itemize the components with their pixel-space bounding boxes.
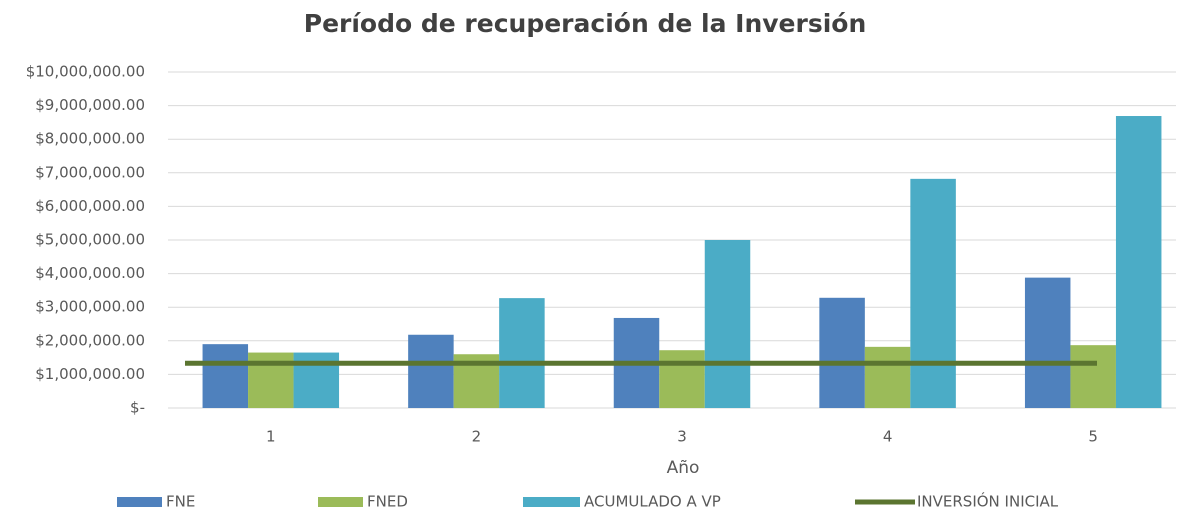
x-axis-title: Año bbox=[667, 458, 700, 478]
x-tick-label: 4 bbox=[883, 428, 893, 446]
y-tick-label: $9,000,000.00 bbox=[35, 96, 145, 114]
bar bbox=[1115, 116, 1162, 409]
x-tick-label: 5 bbox=[1088, 428, 1098, 446]
y-tick-label: $4,000,000.00 bbox=[35, 264, 145, 282]
bar bbox=[704, 240, 751, 408]
legend-label: FNED bbox=[367, 493, 408, 511]
y-tick-label: $10,000,000.00 bbox=[26, 63, 145, 81]
x-tick-label: 1 bbox=[266, 428, 276, 446]
y-tick-label: $6,000,000.00 bbox=[35, 197, 145, 215]
chart-title: Período de recuperación de la Inversión bbox=[304, 9, 867, 38]
y-tick-label: $- bbox=[130, 399, 145, 417]
x-tick-label: 2 bbox=[472, 428, 482, 446]
y-tick-label: $8,000,000.00 bbox=[35, 130, 145, 148]
legend-label: INVERSIÓN INICIAL bbox=[917, 492, 1059, 511]
bar bbox=[202, 344, 249, 408]
y-tick-label: $5,000,000.00 bbox=[35, 231, 145, 249]
bar bbox=[1024, 277, 1071, 408]
legend-swatch bbox=[523, 497, 580, 507]
legend-swatch bbox=[318, 497, 363, 507]
bar bbox=[864, 346, 911, 408]
y-tick-label: $2,000,000.00 bbox=[35, 331, 145, 349]
legend-label: FNE bbox=[166, 493, 195, 511]
bar bbox=[1070, 345, 1116, 408]
bar bbox=[408, 334, 454, 408]
bar bbox=[659, 350, 705, 408]
bar bbox=[910, 178, 956, 408]
legend-swatch bbox=[117, 497, 162, 507]
y-tick-label: $1,000,000.00 bbox=[35, 365, 145, 383]
y-tick-label: $7,000,000.00 bbox=[35, 163, 145, 181]
x-tick-label: 3 bbox=[677, 428, 687, 446]
y-tick-label: $3,000,000.00 bbox=[35, 298, 145, 316]
bar bbox=[499, 298, 545, 408]
bar bbox=[819, 297, 865, 408]
legend-label: ACUMULADO A VP bbox=[584, 493, 721, 511]
